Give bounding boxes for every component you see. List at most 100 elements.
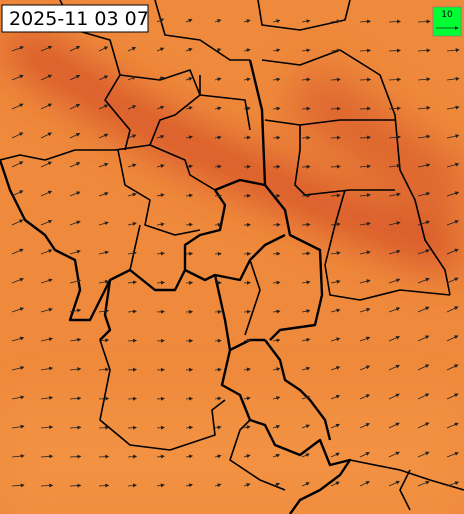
wind-arrow — [417, 77, 431, 82]
wind-arrow — [40, 132, 53, 139]
wind-arrow — [156, 454, 165, 459]
wind-arrow — [272, 482, 281, 487]
wind-arrow — [243, 19, 251, 24]
wind-arrow — [446, 76, 460, 81]
wind-arrow — [127, 192, 137, 197]
legend-label: 10 — [441, 10, 453, 20]
wind-arrow — [359, 106, 372, 111]
wind-arrow — [388, 278, 401, 284]
wind-arrow — [330, 452, 340, 458]
wind-arrow — [359, 394, 371, 400]
wind-arrow — [40, 483, 54, 488]
wind-arrow — [156, 18, 165, 23]
wind-speed-field — [0, 23, 464, 514]
wind-arrow — [388, 480, 400, 487]
wind-arrow — [185, 135, 193, 140]
wind-arrow — [272, 396, 281, 400]
wind-arrow — [69, 133, 81, 139]
wind-arrow — [330, 279, 341, 284]
wind-arrow — [272, 77, 281, 82]
wind-arrow — [98, 279, 110, 284]
wind-arrow — [98, 221, 109, 226]
wind-arrow — [272, 424, 281, 429]
wind-arrow — [214, 135, 222, 140]
wind-arrow — [40, 425, 54, 430]
wind-arrow — [11, 395, 25, 400]
wind-arrow — [359, 250, 371, 255]
wind-arrow — [11, 46, 24, 52]
wind-arrow — [98, 309, 110, 314]
wind-arrow — [417, 134, 431, 139]
wind-arrow — [330, 308, 341, 313]
wind-arrow — [446, 393, 459, 400]
wind-arrow — [330, 251, 341, 256]
wind-arrow — [417, 422, 430, 429]
wind-arrow — [11, 219, 24, 226]
wind-arrow — [127, 163, 137, 168]
wind-arrow — [359, 336, 371, 342]
wind-arrow — [69, 162, 81, 168]
wind-arrow — [98, 396, 110, 401]
wind-arrow — [243, 425, 251, 430]
wind-arrow — [446, 191, 460, 197]
wind-arrow — [69, 396, 82, 401]
wind-arrow — [156, 222, 165, 227]
wind-arrows — [11, 17, 460, 488]
wind-arrow — [40, 337, 54, 342]
wind-arrow — [417, 335, 430, 342]
wind-arrow — [69, 308, 82, 313]
timestamp: 2025-11 03 07 — [9, 8, 149, 30]
wind-arrow — [301, 482, 310, 487]
wind-arrow — [127, 251, 137, 256]
wind-arrow — [388, 77, 402, 82]
wind-arrow — [127, 309, 137, 314]
wind-arrow — [40, 454, 54, 459]
wind-arrow — [446, 481, 460, 487]
wind-arrow — [127, 105, 137, 110]
wind-arrow — [330, 164, 341, 169]
wind-arrow — [330, 193, 341, 198]
wind-arrow — [417, 480, 430, 487]
wind-arrow — [214, 425, 222, 430]
wind-arrow — [214, 77, 222, 82]
wind-arrow — [69, 103, 81, 110]
wind-arrow — [243, 135, 251, 140]
wind-arrow — [330, 222, 341, 227]
wind-arrow — [185, 18, 193, 23]
wind-arrow — [11, 366, 25, 371]
wind-arrow — [98, 192, 109, 197]
wind-arrow — [69, 74, 81, 81]
wind-arrow — [11, 132, 24, 139]
wind-arrow — [272, 338, 281, 343]
wind-arrow — [98, 454, 110, 459]
wind-arrow — [388, 364, 400, 371]
wind-arrow — [98, 104, 109, 110]
wind-arrow — [388, 192, 401, 197]
wind-arrow — [301, 106, 311, 111]
wind-arrow — [388, 451, 400, 458]
wind-arrow — [359, 135, 372, 140]
wind-arrow — [69, 425, 82, 430]
wind-arrow — [388, 48, 402, 53]
wind-arrow — [185, 164, 194, 169]
wind-arrow — [301, 395, 311, 400]
wind-arrow — [272, 309, 281, 314]
wind-arrow — [417, 249, 430, 255]
wind-arrow — [156, 193, 165, 198]
wind-arrow — [69, 191, 81, 197]
wind-arrow — [446, 306, 459, 313]
wind-arrow — [301, 251, 311, 256]
wind-arrow — [272, 367, 281, 372]
wind-arrow — [301, 366, 311, 371]
wind-arrow — [127, 454, 138, 459]
wind-arrow — [156, 105, 165, 110]
wind-arrow — [243, 309, 251, 314]
wind-arrow — [359, 193, 371, 198]
wind-arrow — [330, 366, 341, 371]
wind-arrow — [330, 394, 341, 400]
wind-arrow — [11, 424, 25, 429]
wind-arrow — [417, 220, 431, 226]
wind-arrow — [156, 76, 165, 81]
wind-arrow — [40, 219, 53, 226]
wind-arrow — [359, 452, 370, 458]
